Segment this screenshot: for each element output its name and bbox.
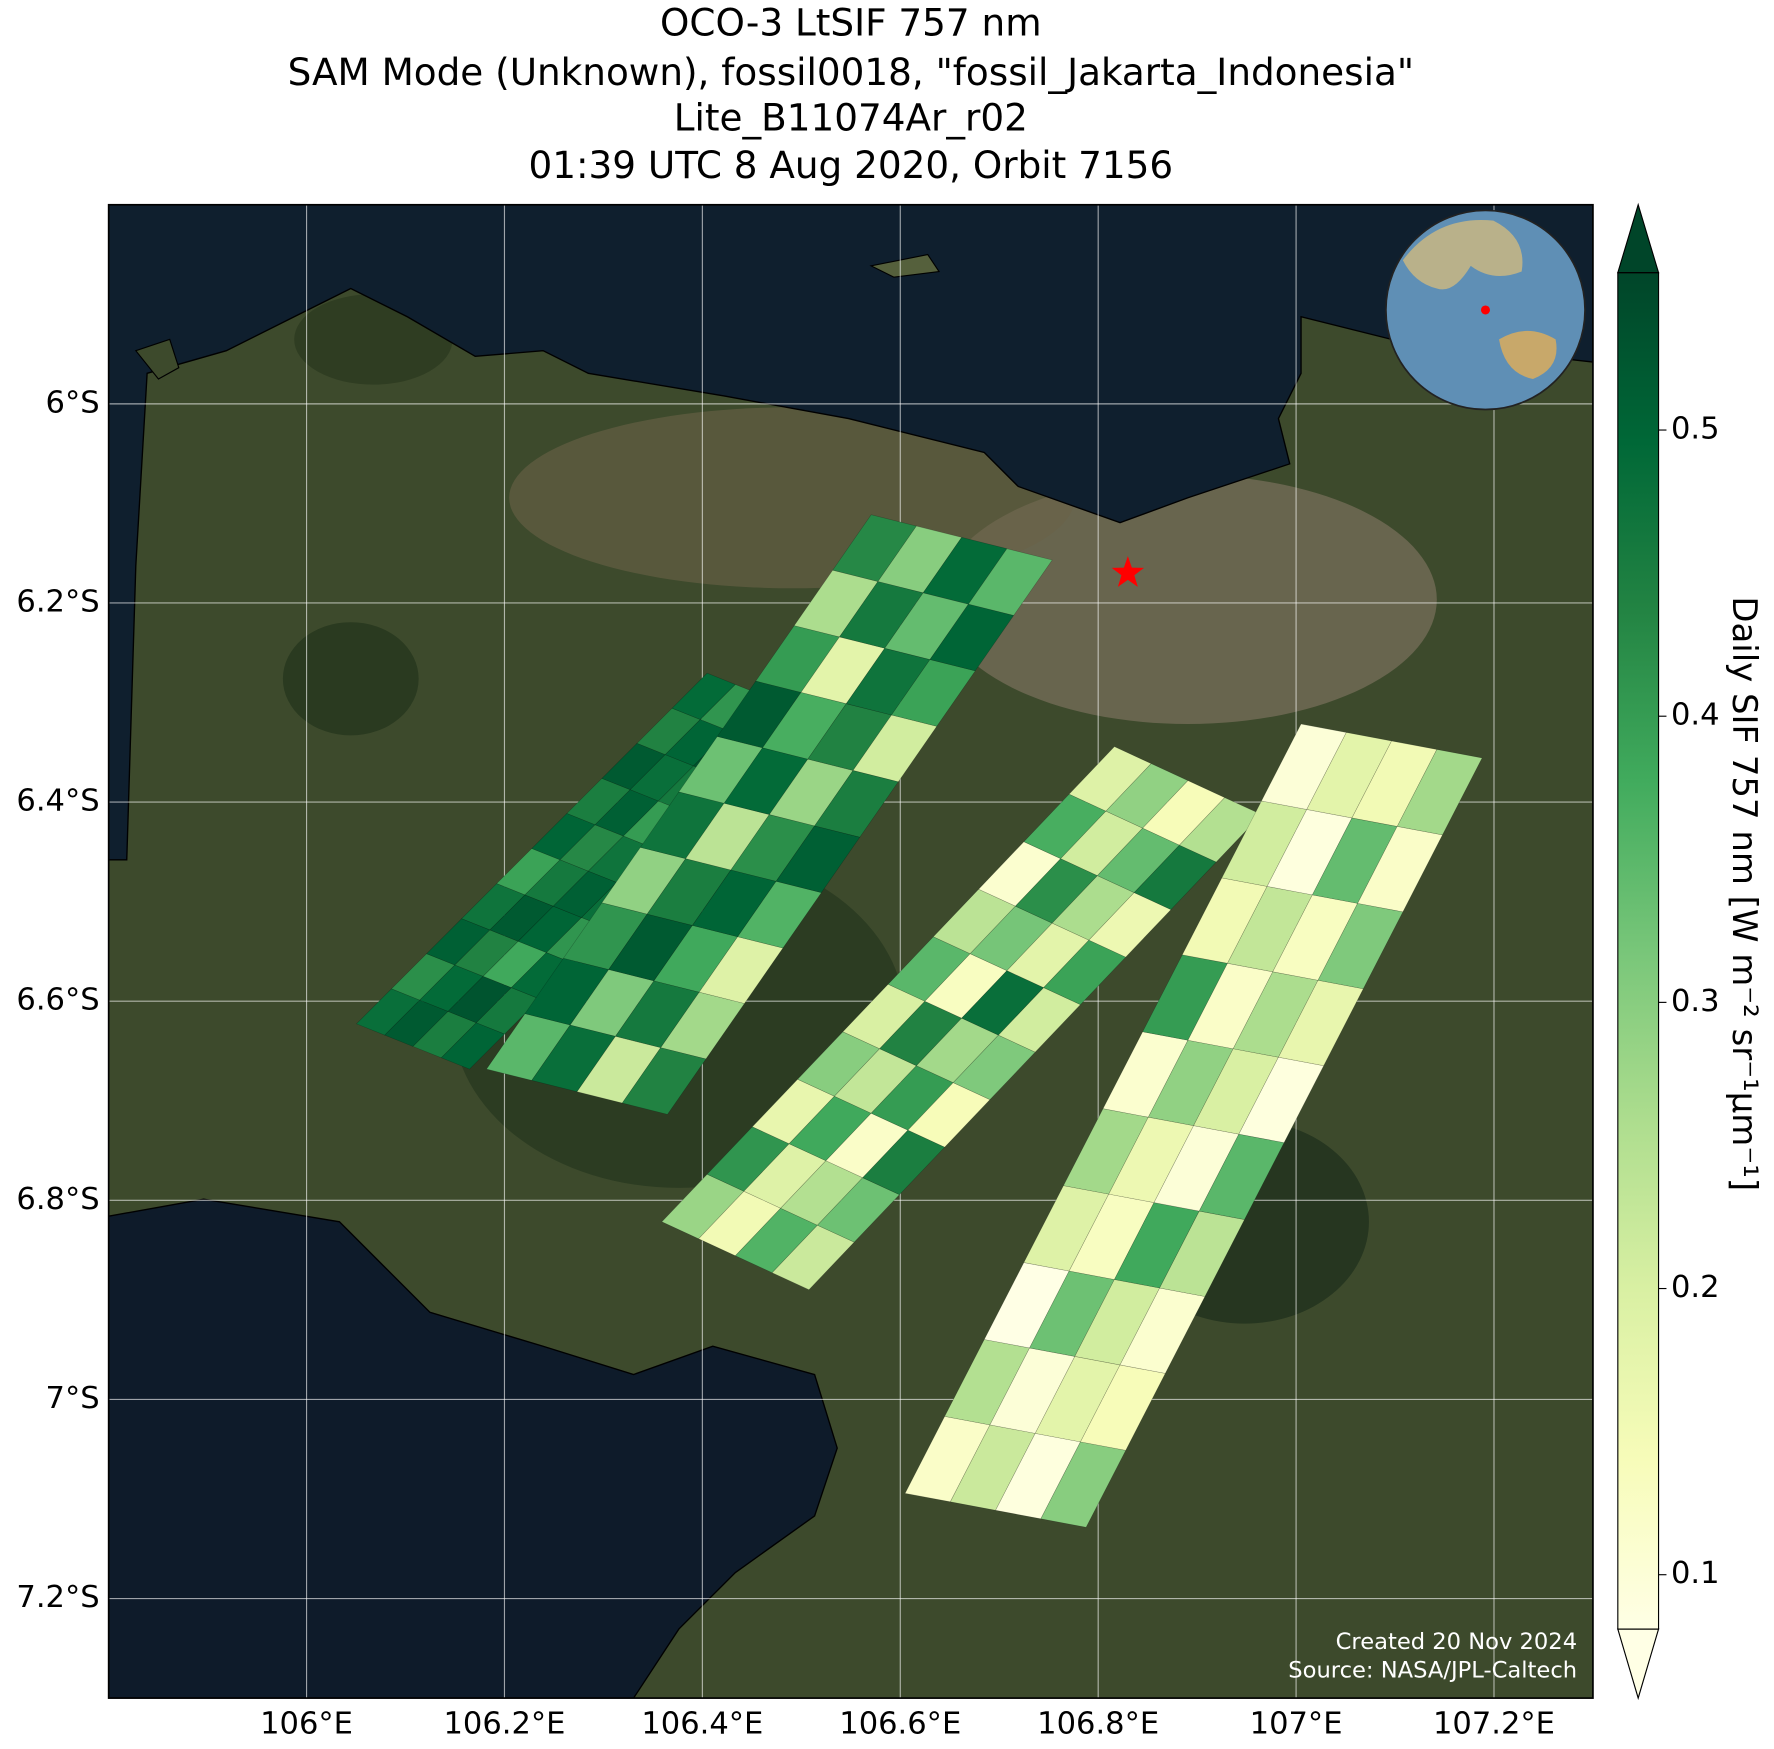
x-tick-label: 106.4°E <box>641 1707 763 1742</box>
y-tick-label: 6.6°S <box>16 983 99 1018</box>
mountain <box>282 622 419 736</box>
title-line: OCO-3 LtSIF 757 nm <box>660 0 1042 44</box>
y-tick-label: 7.2°S <box>16 1580 99 1615</box>
x-tick-label: 106.6°E <box>839 1707 961 1742</box>
colorbar-extend-top <box>1617 202 1660 274</box>
colorbar-label: Daily SIF 757 nm [W m⁻² sr⁻¹μm⁻¹] <box>1724 596 1763 1191</box>
colorbar-body <box>1617 272 1659 1630</box>
island <box>869 253 941 278</box>
sif-swaths <box>355 514 1483 1528</box>
x-tick-label: 107°E <box>1250 1707 1343 1742</box>
y-tick-label: 6.4°S <box>16 784 99 819</box>
title-line: SAM Mode (Unknown), fossil0018, "fossil_… <box>288 50 1414 94</box>
colorbar-tick-label: 0.3 <box>1671 984 1720 1019</box>
y-tick-label: 6.2°S <box>16 584 99 619</box>
colorbar-tick-label: 0.4 <box>1671 698 1720 733</box>
map-frame <box>107 203 1594 1699</box>
colorbar-frame <box>1617 272 1660 1630</box>
asia <box>1402 219 1523 290</box>
x-tick-label: 106.8°E <box>1037 1707 1159 1742</box>
x-tick-label: 106°E <box>260 1707 353 1742</box>
sif-cell <box>967 548 1053 616</box>
colorbar-tick-label: 0.1 <box>1671 1556 1720 1591</box>
title-block: OCO-3 LtSIF 757 nm SAM Mode (Unknown), f… <box>288 0 1414 187</box>
indian-ocean <box>108 1198 838 1699</box>
colorbar-tick-label: 0.5 <box>1671 412 1720 447</box>
credit: Source: NASA/JPL-Caltech <box>1288 1657 1577 1683</box>
y-tick-label: 7°S <box>46 1381 100 1416</box>
x-tick-label: 107.2°E <box>1433 1707 1555 1742</box>
colorbar: 0.1 0.2 0.3 0.4 0.5 <box>1617 202 1720 1701</box>
title-line: Lite_B11074Ar_r02 <box>674 95 1028 139</box>
australia <box>1499 330 1557 379</box>
urban-area <box>939 475 1437 725</box>
globe-marker <box>1480 305 1490 315</box>
colorbar-tick-label: 0.2 <box>1671 1270 1720 1305</box>
credit: Created 20 Nov 2024 <box>1336 1629 1577 1655</box>
colorbar-extend-bottom <box>1617 1628 1660 1701</box>
y-tick-label: 6.8°S <box>16 1182 99 1217</box>
axis-labels: 106°E 106.2°E 106.4°E 106.6°E 106.8°E 107°E 10… <box>16 385 1555 1741</box>
target-marker <box>1111 556 1145 587</box>
y-tick-label: 6°S <box>46 385 100 420</box>
sif-cell <box>1396 749 1483 836</box>
title-line: 01:39 UTC 8 Aug 2020, Orbit 7156 <box>528 143 1173 187</box>
island <box>134 338 180 380</box>
x-tick-label: 106.2°E <box>443 1707 565 1742</box>
